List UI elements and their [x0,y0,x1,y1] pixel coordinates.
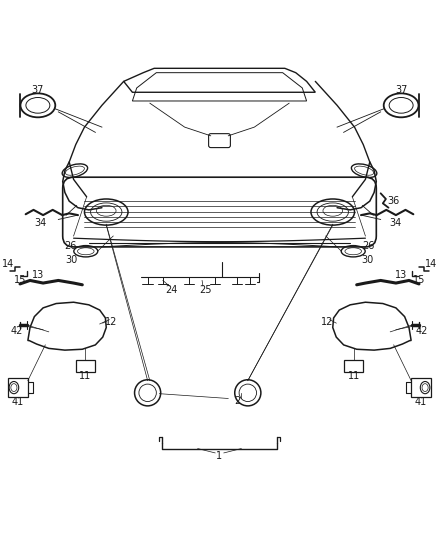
Text: 24: 24 [165,285,177,295]
Text: 15: 15 [14,276,26,286]
Text: 30: 30 [360,255,373,264]
Text: 12: 12 [321,317,333,327]
Text: 37: 37 [394,85,406,95]
Text: 13: 13 [32,270,44,280]
Text: 13: 13 [394,270,406,280]
Text: 26: 26 [362,240,374,251]
Text: 41: 41 [12,398,24,407]
Text: 41: 41 [414,398,426,407]
Text: 12: 12 [105,317,117,327]
Text: 15: 15 [412,276,424,286]
Text: 25: 25 [199,285,211,295]
Text: 42: 42 [11,326,23,336]
Text: 26: 26 [64,240,76,251]
Text: 36: 36 [387,196,399,206]
Text: 2: 2 [233,395,240,406]
Text: 34: 34 [35,218,47,228]
Text: 34: 34 [389,218,401,228]
Text: 37: 37 [32,85,44,95]
Text: 14: 14 [2,259,14,269]
Text: 1: 1 [216,451,222,461]
Text: 11: 11 [347,372,359,381]
Text: 30: 30 [65,255,78,264]
Text: 42: 42 [415,326,427,336]
Text: 11: 11 [79,372,91,381]
Text: 14: 14 [424,259,436,269]
